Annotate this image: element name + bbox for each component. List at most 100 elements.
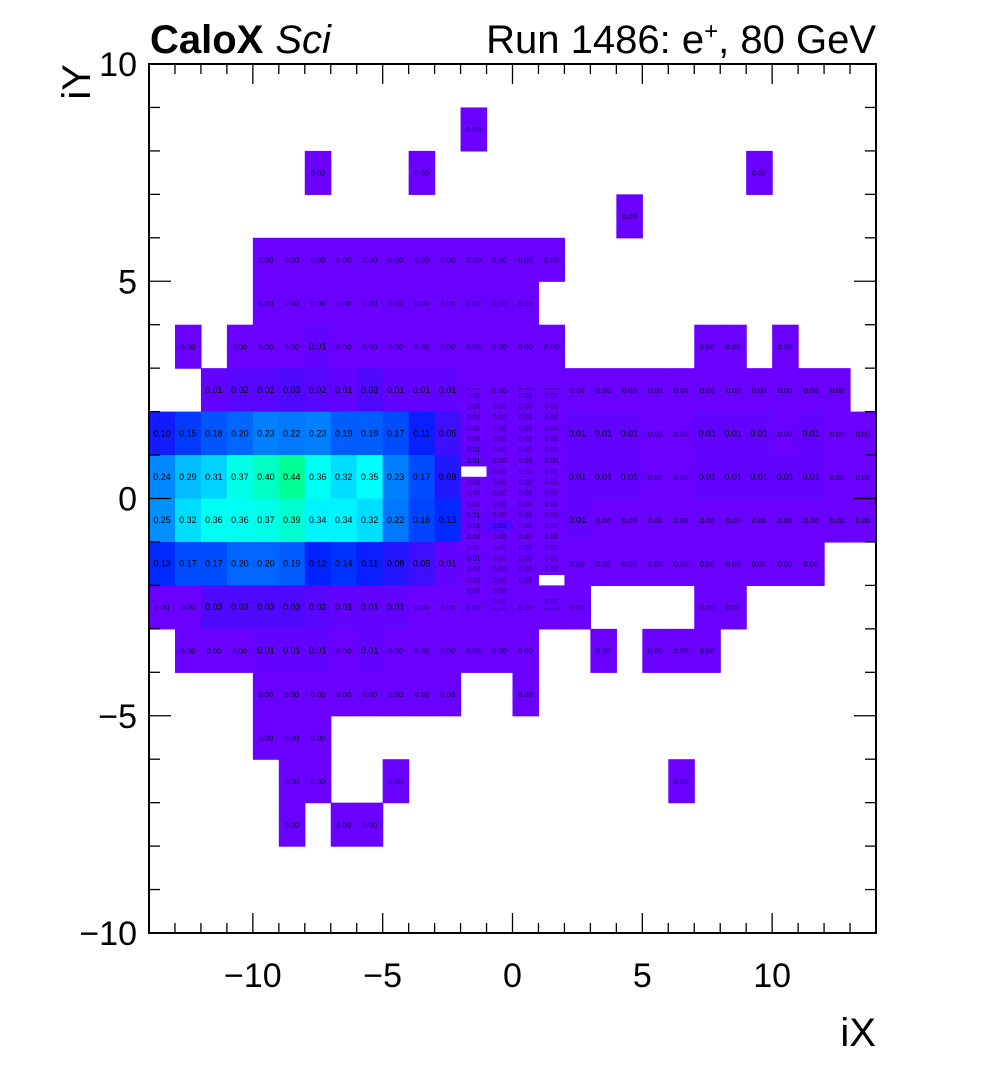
heatmap-cell [616,411,643,456]
heatmap-cell [538,237,566,282]
heatmap-fine-cell [538,455,565,467]
fine-cell-value-label: 0.00 [493,404,507,411]
heatmap-cell [304,715,332,760]
heatmap-cell [382,585,410,630]
cell-value-label: 0.00 [259,690,274,699]
cell-value-label: 0.00 [700,386,715,395]
cell-value-label: 0.01 [361,602,379,612]
cell-value-label: 0.00 [414,169,429,178]
cell-value-label: 0.00 [284,690,299,699]
heatmap-cell [746,411,773,456]
heatmap-cell [642,541,669,586]
heatmap-cell [668,628,695,673]
fine-cell-value-label: 0.00 [519,501,533,508]
fine-cell-value-label: 0.00 [519,447,533,454]
fine-cell-value-label: 0.00 [467,567,481,574]
heatmap-cell [564,368,591,413]
heatmap-cell [382,281,410,326]
fine-cell-value-label: 0.00 [467,491,481,498]
fine-cell-value-label: 0.00 [519,469,533,476]
cell-value-label: 0.00 [726,560,741,569]
heatmap-cell [149,541,176,586]
heatmap-cell [174,455,202,500]
heatmap-cell [512,672,540,717]
fine-cell-value-label: 0.00 [519,393,533,400]
cell-value-label: 0.36 [231,515,249,525]
heatmap-cell [668,759,695,804]
cell-value-label: 0.01 [309,646,327,656]
heatmap-fine-cell [486,509,513,521]
heatmap-fine-cell [460,422,488,434]
heatmap-cell [590,411,617,456]
cell-value-label: 0.00 [362,820,377,829]
cell-value-label: 0.03 [283,602,301,612]
cell-value-label: 0.00 [700,647,715,656]
heatmap-fine-cell [512,422,539,434]
fine-cell-value-label: 0.00 [545,556,559,563]
cell-value-label: 0.34 [335,515,353,525]
cell-value-label: 0.00 [544,342,559,351]
heatmap-cell [278,585,306,630]
cell-value-label: 0.00 [570,560,585,569]
heatmap-cell [304,498,332,543]
cell-value-label: 0.00 [518,342,533,351]
cell-value-label: 0.01 [595,428,613,438]
heatmap-cell [226,541,254,586]
heatmap-cell [356,802,384,847]
fine-cell-value-label: 0.00 [493,425,507,432]
heatmap-cell [304,324,332,369]
fine-cell-value-label: 0.00 [493,567,507,574]
cell-value-label: 0.13 [439,515,457,525]
cell-value-label: 0.02 [309,602,327,612]
cell-value-label: 0.44 [283,472,301,482]
cell-value-label: 0.00 [700,516,715,525]
heatmap-cell [356,237,384,282]
cell-value-label: 0.00 [544,256,559,265]
fine-cell-value-label: 0.00 [519,415,533,422]
heatmap-fine-cell [512,541,539,554]
heatmap-cell [278,672,306,717]
cell-value-label: 0.00 [440,647,455,656]
heatmap-cell [408,498,436,543]
cell-value-label: 0.00 [336,299,351,308]
cell-value-label: 0.05 [413,559,431,569]
cell-value-label: 0.00 [752,516,767,525]
cell-value-label: 0.00 [155,603,170,612]
cell-value-label: 0.00 [778,560,793,569]
heatmap-cell [252,628,280,673]
cell-value-label: 0.00 [388,690,403,699]
heatmap-cell [356,628,384,673]
heatmap-cell [382,628,410,673]
brand-bold: CaloX [150,18,264,62]
heatmap-cell [486,324,514,369]
heatmap-cell [278,541,306,586]
heatmap-cell [330,802,358,847]
heatmap-cell [564,585,591,630]
cell-value-label: 0.32 [361,515,379,525]
cell-value-label: 0.18 [205,428,223,438]
heatmap-cell [486,628,514,673]
cell-value-label: 0.01 [595,472,613,482]
heatmap-cell [200,455,228,500]
heatmap-fine-cell [460,487,488,499]
cell-value-label: 0.00 [284,777,299,786]
fine-cell-value-label: 0.00 [493,480,507,487]
heatmap-cell [356,324,384,369]
cell-value-label: 0.00 [284,256,299,265]
heatmap-cell [642,498,669,543]
cell-value-label: 0.00 [752,386,767,395]
cell-value-label: 0.20 [231,428,249,438]
heatmap-cell [252,585,280,630]
fine-cell-value-label: 0.00 [519,436,533,443]
cell-value-label: 0.00 [648,516,663,525]
cell-value-label: 0.01 [283,646,301,656]
cell-value-label: 0.00 [414,342,429,351]
heatmap-cell [226,628,254,673]
heatmap-cell [720,585,747,630]
cell-value-label: 0.00 [259,733,274,742]
cell-value-label: 0.00 [856,473,871,482]
heatmap-cell [694,455,721,500]
heatmap-cell [382,455,410,500]
cell-value-label: 0.16 [413,515,431,525]
cell-value-label: 0.00 [622,386,637,395]
